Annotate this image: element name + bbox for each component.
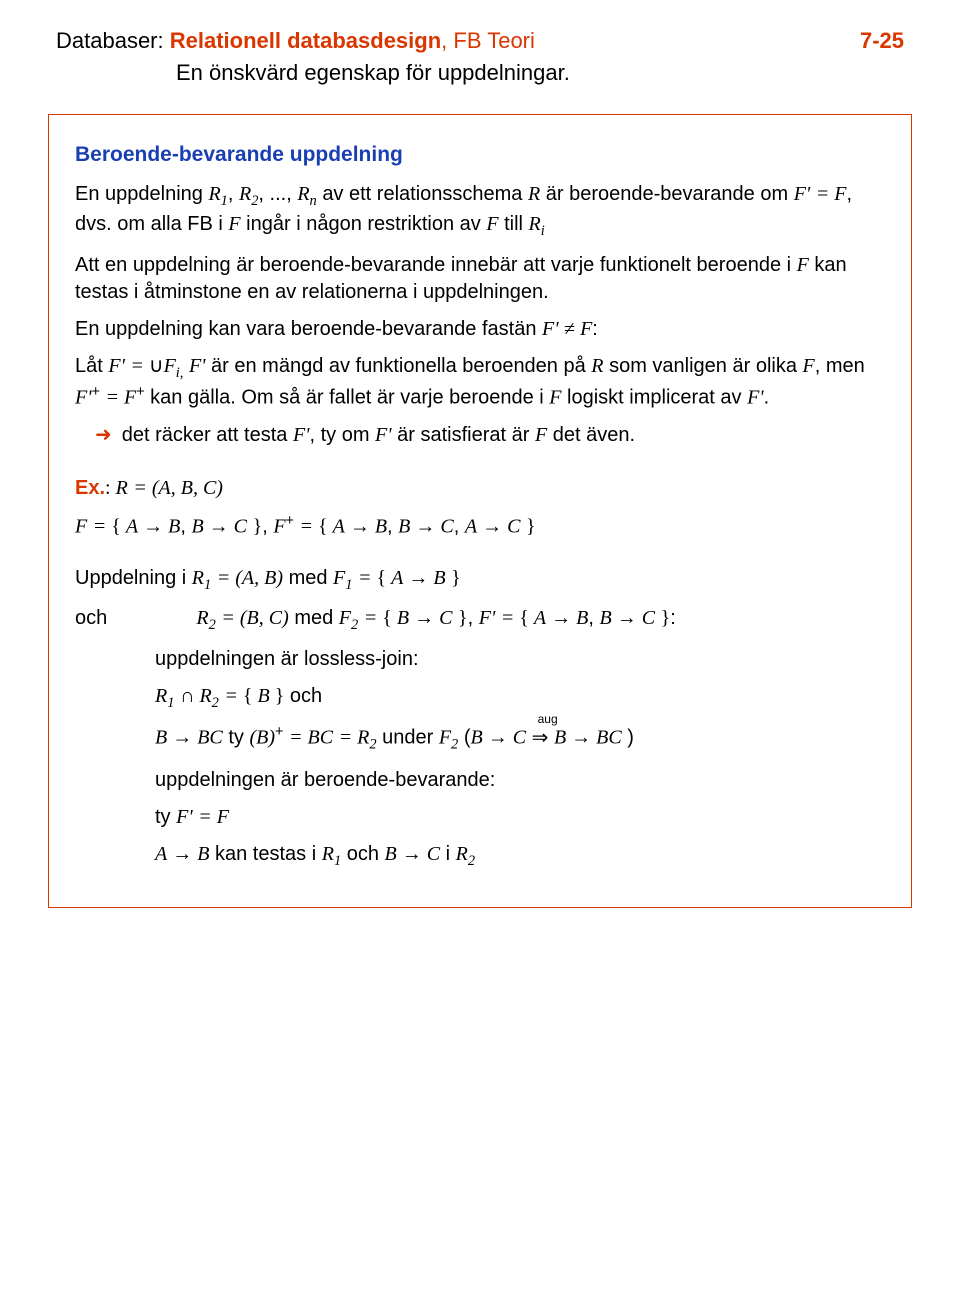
lossless-label: uppdelningen är lossless-join:	[155, 646, 885, 673]
example-line-2: F = { A → B, B → C }, F+ = { A → B, B → …	[75, 512, 885, 541]
page-root: Databaser: Relationell databasdesign, FB…	[0, 0, 960, 1296]
lossless-calc-1: R1 ∩ R2 = { B } och	[155, 683, 885, 713]
definition-box: Beroende-bevarande uppdelning En uppdeln…	[48, 114, 912, 908]
def-paragraph-2: Att en uppdelning är beroende-bevarande …	[75, 252, 885, 306]
header-subtitle: , FB Teori	[441, 28, 535, 53]
def-bullet-2: ➜ det räcker att testa F', ty om F' är s…	[95, 422, 885, 449]
definition-title: Beroende-bevarande uppdelning	[75, 143, 885, 167]
lossless-calc-2: B → BC ty (B)+ = BC = R2 under F2 (B → C…	[155, 723, 885, 755]
page-subhead: En önskvärd egenskap för uppdelningar.	[176, 60, 904, 86]
header-title: Relationell databasdesign	[170, 28, 441, 53]
header-left: Databaser: Relationell databasdesign, FB…	[56, 28, 535, 54]
depbevar-label: uppdelningen är beroende-bevarande:	[155, 767, 885, 794]
page-header: Databaser: Relationell databasdesign, FB…	[56, 28, 904, 54]
def-bullet-1: Låt F' = ∪Fi, F' är en mängd av funktion…	[75, 353, 885, 412]
example-line-1: Ex.: R = (A, B, C)	[75, 475, 885, 502]
example-decomp-1: Uppdelning i R1 = (A, B) med F1 = { A → …	[75, 565, 885, 595]
depbevar-last: A → B kan testas i R1 och B → C i R2	[155, 841, 885, 871]
header-prefix: Databaser:	[56, 28, 164, 53]
def-paragraph-1: En uppdelning R1, R2, ..., Rn av ett rel…	[75, 181, 885, 242]
def-paragraph-3: En uppdelning kan vara beroende-bevarand…	[75, 316, 885, 343]
depbevar-reason: ty F' = F	[155, 804, 885, 831]
page-number: 7-25	[860, 28, 904, 54]
example-label: Ex.	[75, 477, 105, 499]
arrow-right-icon: ➜	[95, 422, 112, 449]
example-decomp-2: och R2 = (B, C) med F2 = { B → C }, F' =…	[75, 605, 885, 635]
